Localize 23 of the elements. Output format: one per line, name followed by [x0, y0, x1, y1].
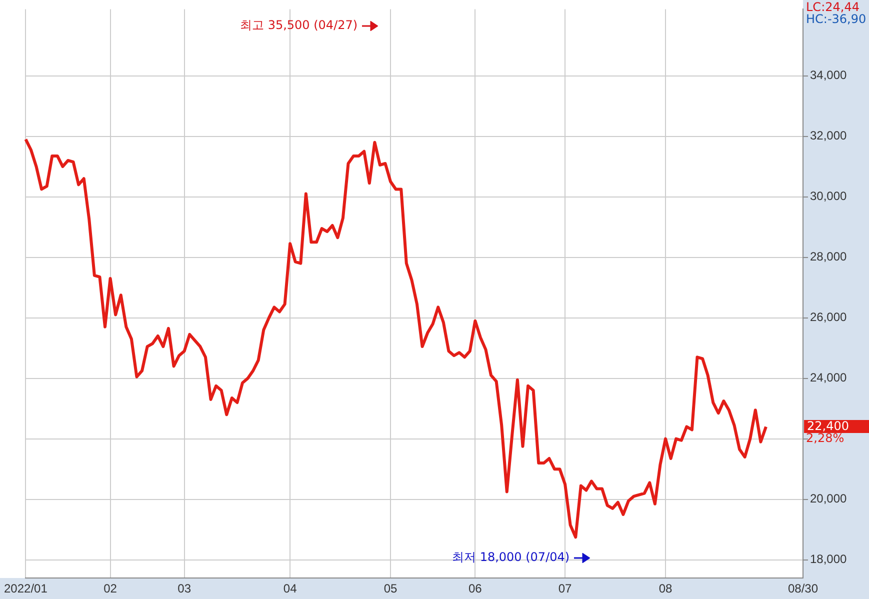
x-tick-label: 05	[384, 582, 398, 596]
x-tick-label: 04	[283, 582, 298, 596]
y-tick-label: 20,000	[810, 492, 848, 506]
y-tick-label: 34,000	[810, 68, 848, 82]
y-tick-label: 32,000	[810, 128, 848, 143]
text: LC:24,44	[806, 0, 860, 14]
annotation: 최저 18,000 (07/04)	[452, 550, 570, 564]
x-tick-label: 08/30	[788, 582, 818, 596]
text: 22,400	[807, 418, 849, 433]
y-tick-label: 30,000	[810, 189, 848, 204]
x-tick-label: 06	[468, 582, 482, 596]
text: HC:-36,90	[806, 12, 866, 26]
annotation: 최고 35,500 (04/27)	[240, 18, 358, 32]
y-tick-label: 26,000	[810, 310, 848, 324]
y-tick-label: 18,000	[810, 552, 848, 566]
text: 2,28%	[806, 430, 844, 445]
x-tick-label: 2022/01	[4, 582, 48, 596]
x-tick-label: 08	[658, 582, 673, 596]
x-tick-label: 07	[558, 582, 572, 596]
x-tick-label: 02	[104, 582, 118, 596]
x-tick-label: 03	[178, 582, 192, 596]
y-tick-label: 28,000	[810, 250, 848, 264]
y-tick-label: 24,000	[810, 370, 848, 385]
